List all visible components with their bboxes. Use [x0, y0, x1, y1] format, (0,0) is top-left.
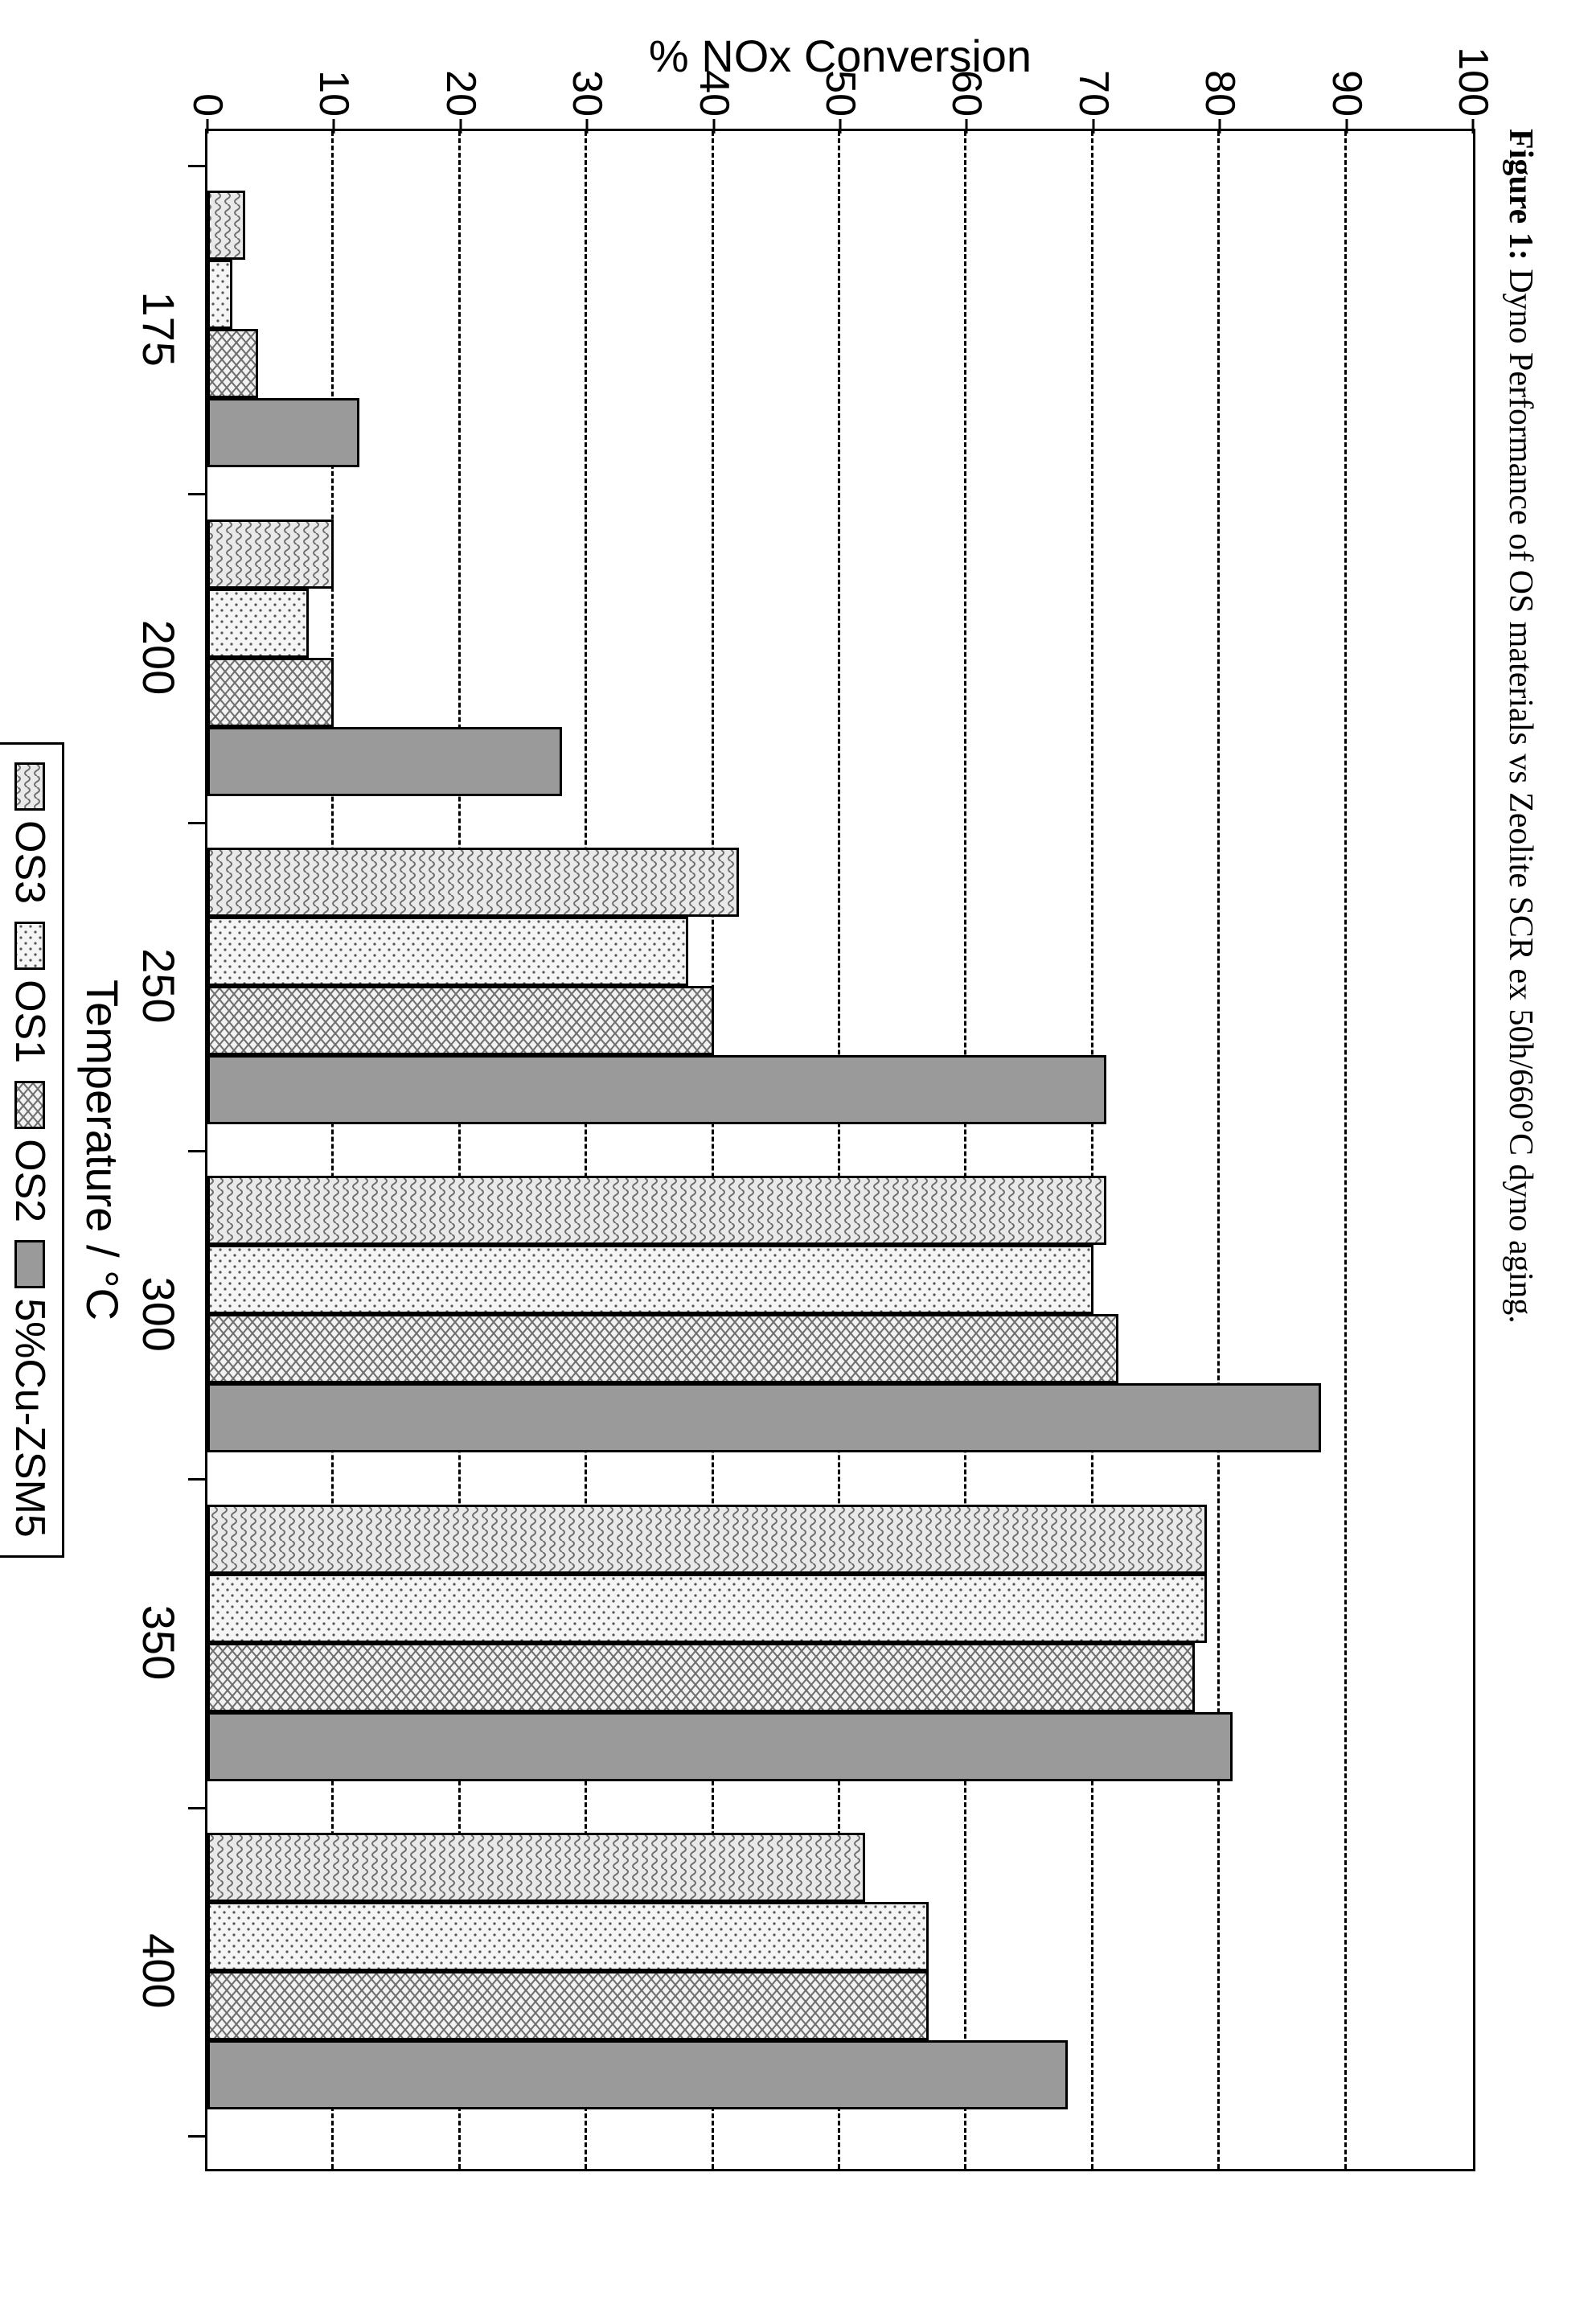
bar-OS2 [207, 986, 714, 1055]
bar-OS2 [207, 658, 334, 727]
figure-caption: Figure 1: Dyno Performance of OS materia… [1501, 129, 1540, 1324]
x-tick [188, 1478, 207, 1481]
y-tick-label: 60 [946, 28, 987, 131]
x-tick [188, 165, 207, 167]
bar-OS3 [207, 1833, 865, 1902]
legend-item-OS3: OS3 [6, 762, 54, 904]
x-category-label: 200 [133, 620, 185, 695]
x-tick [188, 1807, 207, 1809]
bar-OS2 [207, 1971, 929, 2040]
legend-swatch [14, 1081, 45, 1129]
y-tick-label: 80 [1199, 28, 1241, 131]
x-category-label: 250 [133, 948, 185, 1023]
chart-plot-area: 0102030405060708090100175200250300350400 [205, 129, 1475, 2171]
bar-OS2 [207, 1643, 1195, 1712]
x-tick [188, 822, 207, 824]
bar-OS1 [207, 1245, 1093, 1314]
bar-OS3 [207, 1176, 1106, 1245]
bar-OS1 [207, 917, 688, 986]
bar-OS3 [207, 191, 245, 260]
bar-OS3 [207, 1505, 1207, 1574]
y-tick-label: 70 [1073, 28, 1114, 131]
figure-caption-text: Dyno Performance of OS materials vs Zeol… [1502, 269, 1539, 1324]
bar-OS3 [207, 848, 739, 917]
legend-swatch [14, 922, 45, 970]
legend-item-OS1: OS1 [6, 922, 54, 1063]
plot-layer [207, 131, 1473, 2169]
gridline [1091, 131, 1093, 2169]
x-category-label: 300 [133, 1276, 185, 1351]
page: Figure 1: Dyno Performance of OS materia… [0, 0, 1596, 2300]
legend-item-OS2: OS2 [6, 1081, 54, 1222]
x-category-label: 350 [133, 1605, 185, 1680]
bar-Cu-ZSM5 [207, 2040, 1068, 2109]
x-axis-label: Temperature / °C [76, 129, 129, 2171]
x-tick [188, 2135, 207, 2138]
x-tick [188, 493, 207, 495]
y-tick-label: 30 [566, 28, 608, 131]
legend-label: OS2 [6, 1139, 54, 1222]
figure-label: Figure 1: [1502, 129, 1539, 261]
x-category-label: 175 [133, 291, 185, 366]
gridline [1217, 131, 1220, 2169]
legend-label: 5%Cu-ZSM5 [6, 1298, 54, 1538]
legend-swatch [14, 762, 45, 811]
bar-OS3 [207, 520, 334, 589]
x-category-label: 400 [133, 1933, 185, 2008]
y-tick-label: 0 [187, 28, 228, 131]
bar-Cu-ZSM5 [207, 398, 359, 467]
bar-Cu-ZSM5 [207, 727, 562, 796]
bar-OS1 [207, 1574, 1207, 1643]
bar-OS2 [207, 329, 258, 398]
legend: OS3 OS1 OS2 5%Cu-ZSM5 [0, 742, 64, 1558]
bar-OS1 [207, 260, 232, 329]
bar-OS1 [207, 1902, 929, 1971]
y-tick-label: 90 [1326, 28, 1368, 131]
y-tick-label: 20 [440, 28, 482, 131]
bar-OS2 [207, 1314, 1118, 1383]
bar-Cu-ZSM5 [207, 1383, 1321, 1452]
landscape-container: Figure 1: Dyno Performance of OS materia… [0, 0, 1596, 2300]
gridline [964, 131, 966, 2169]
x-tick [188, 1150, 207, 1152]
legend-swatch [14, 1240, 45, 1288]
y-tick-label: 50 [819, 28, 861, 131]
y-tick-label: 40 [693, 28, 735, 131]
gridline [1344, 131, 1347, 2169]
bar-Cu-ZSM5 [207, 1712, 1233, 1781]
y-tick-label: 100 [1452, 28, 1494, 131]
y-tick-label: 10 [313, 28, 355, 131]
legend-item-Cu-ZSM5: 5%Cu-ZSM5 [6, 1240, 54, 1538]
legend-label: OS1 [6, 980, 54, 1063]
bar-Cu-ZSM5 [207, 1055, 1106, 1124]
legend-label: OS3 [6, 820, 54, 904]
bar-OS1 [207, 589, 309, 658]
